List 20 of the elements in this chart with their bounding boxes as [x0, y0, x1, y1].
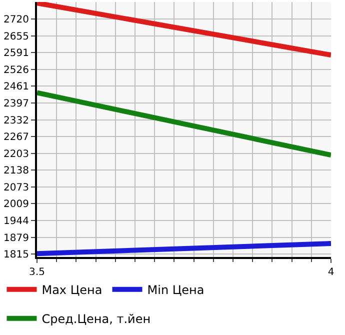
- legend-label: Min Цена: [147, 283, 204, 298]
- y-tick-label: 1815: [4, 250, 29, 261]
- y-tick-label: 1944: [4, 216, 29, 228]
- y-tick-label: 2720: [4, 14, 29, 26]
- y-tick-label: 2591: [4, 48, 29, 59]
- x-tick-label: 4: [328, 267, 334, 278]
- legend-label: Сред.Цена, т.йен: [42, 312, 151, 326]
- y-tick-label: 2655: [4, 31, 29, 42]
- y-tick-label: 2526: [4, 64, 29, 76]
- y-tick-label: 2138: [4, 166, 29, 177]
- y-tick-label: 2073: [4, 182, 29, 194]
- y-tick-label: 2397: [4, 98, 29, 110]
- x-tick-label: 3,5: [29, 267, 45, 278]
- y-tick-label: 2203: [4, 148, 29, 160]
- y-tick-label: 2332: [4, 115, 29, 126]
- y-tick-label: 2009: [4, 199, 29, 210]
- y-tick-label: 1879: [4, 233, 29, 244]
- y-tick-label: 2461: [4, 82, 29, 93]
- y-tick-label: 2267: [4, 132, 29, 144]
- legend-label: Max Цена: [42, 283, 102, 298]
